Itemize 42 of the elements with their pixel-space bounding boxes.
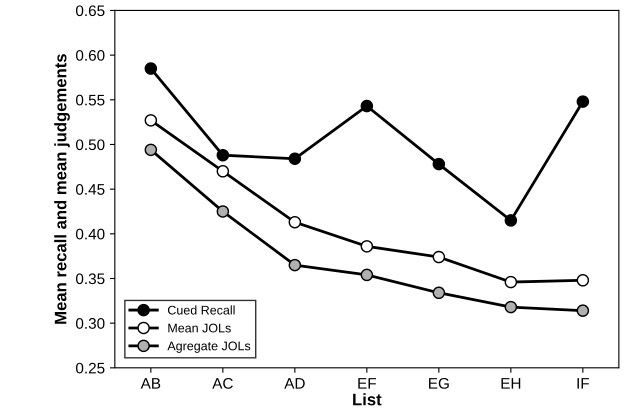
y-tick-label: 0.65: [76, 5, 104, 16]
y-tick-label: 0.40: [76, 228, 105, 240]
point: [576, 304, 590, 317]
x-tick-label: EH: [501, 378, 520, 389]
y-tick-label: 0.35: [76, 273, 104, 284]
x-tick-label: EG: [429, 378, 449, 389]
x-tick-label: AC: [212, 378, 233, 389]
point: [144, 114, 158, 127]
y-axis-title: Mean recall and mean judgements: [54, 54, 70, 324]
x-tick-label: IF: [577, 378, 590, 389]
point: [144, 144, 158, 156]
y-tick-label: 0.25: [76, 362, 104, 374]
point: [576, 95, 590, 108]
point: [432, 158, 446, 170]
point: [216, 148, 230, 162]
y-tick-label: 0.55: [76, 94, 104, 106]
x-axis-title: List: [353, 393, 382, 406]
point: [360, 268, 374, 282]
point: [504, 300, 518, 314]
point: [216, 165, 230, 178]
x-tick-label: AB: [140, 378, 160, 389]
y-tick-label: 0.50: [76, 139, 105, 150]
point: [576, 274, 590, 287]
legend-label: Mean JOLs: [168, 324, 231, 332]
point: [504, 276, 518, 288]
y-tick-label: 0.60: [76, 50, 105, 61]
x-tick-label: EF: [358, 378, 376, 389]
x-tick-label: AD: [284, 378, 305, 389]
point: [288, 152, 302, 166]
y-tick-label: 0.45: [76, 184, 104, 195]
y-tick-label: 0.30: [76, 318, 105, 329]
point: [216, 205, 230, 218]
point: [288, 258, 302, 272]
point: [360, 240, 374, 253]
point: [432, 250, 446, 264]
point: [432, 286, 446, 300]
point: [288, 216, 302, 228]
point: [144, 62, 158, 75]
point: [360, 100, 374, 112]
legend-label: Agregate JOLs: [167, 342, 250, 353]
point: [504, 214, 518, 227]
legend-label: Cued Recall: [168, 305, 235, 315]
